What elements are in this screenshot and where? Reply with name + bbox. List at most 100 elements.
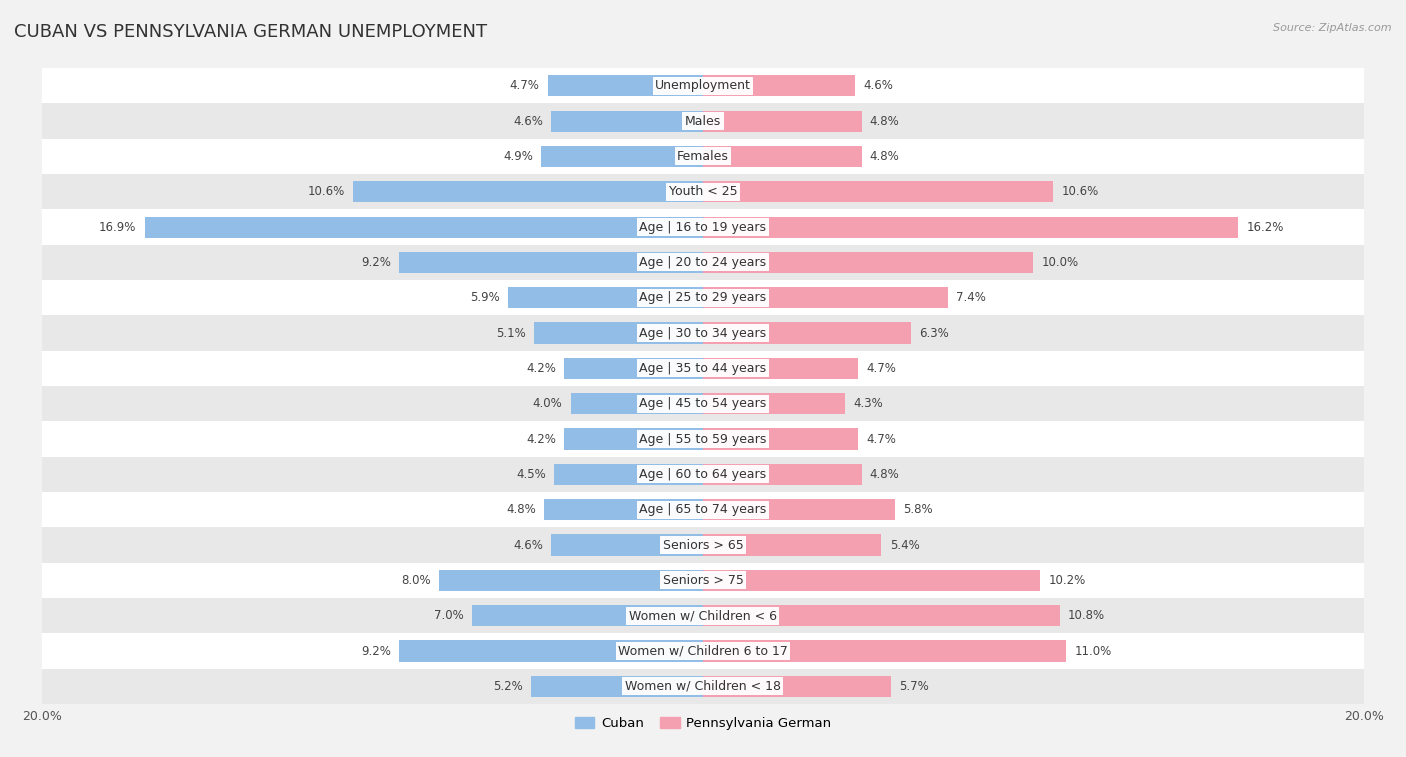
Text: 4.2%: 4.2% <box>526 362 555 375</box>
Bar <box>508 287 703 308</box>
Bar <box>42 210 1364 245</box>
Text: 10.2%: 10.2% <box>1049 574 1085 587</box>
Text: 4.7%: 4.7% <box>509 79 540 92</box>
Bar <box>399 252 703 273</box>
Text: 9.2%: 9.2% <box>361 256 391 269</box>
Bar <box>531 676 703 697</box>
Bar <box>42 104 1364 139</box>
Bar <box>42 528 1364 562</box>
Text: Age | 25 to 29 years: Age | 25 to 29 years <box>640 291 766 304</box>
Legend: Cuban, Pennsylvania German: Cuban, Pennsylvania German <box>569 712 837 736</box>
Text: 10.8%: 10.8% <box>1069 609 1105 622</box>
Bar <box>42 562 1364 598</box>
Text: Youth < 25: Youth < 25 <box>669 185 737 198</box>
Text: Source: ZipAtlas.com: Source: ZipAtlas.com <box>1274 23 1392 33</box>
Bar <box>703 322 911 344</box>
Bar <box>703 111 862 132</box>
Bar <box>544 499 703 520</box>
Text: Males: Males <box>685 114 721 128</box>
Bar <box>42 598 1364 634</box>
Text: 4.8%: 4.8% <box>870 468 900 481</box>
Text: 16.9%: 16.9% <box>98 220 136 234</box>
Bar <box>551 534 703 556</box>
Bar <box>703 393 845 414</box>
Text: 5.8%: 5.8% <box>903 503 932 516</box>
Text: Age | 45 to 54 years: Age | 45 to 54 years <box>640 397 766 410</box>
Text: 5.9%: 5.9% <box>470 291 499 304</box>
Text: 11.0%: 11.0% <box>1074 644 1112 658</box>
Bar <box>534 322 703 344</box>
Bar <box>42 139 1364 174</box>
Bar <box>564 428 703 450</box>
Bar <box>703 534 882 556</box>
Text: Unemployment: Unemployment <box>655 79 751 92</box>
Bar <box>548 75 703 96</box>
Bar <box>42 68 1364 104</box>
Bar <box>703 252 1033 273</box>
Text: Age | 30 to 34 years: Age | 30 to 34 years <box>640 326 766 340</box>
Bar <box>551 111 703 132</box>
Bar <box>703 464 862 485</box>
Bar <box>541 146 703 167</box>
Bar <box>554 464 703 485</box>
Bar <box>42 386 1364 422</box>
Bar <box>703 217 1239 238</box>
Bar <box>703 181 1053 202</box>
Text: 4.7%: 4.7% <box>866 362 897 375</box>
Bar <box>703 640 1066 662</box>
Text: CUBAN VS PENNSYLVANIA GERMAN UNEMPLOYMENT: CUBAN VS PENNSYLVANIA GERMAN UNEMPLOYMEN… <box>14 23 488 41</box>
Text: Women w/ Children < 18: Women w/ Children < 18 <box>626 680 780 693</box>
Text: 4.6%: 4.6% <box>513 114 543 128</box>
Bar <box>703 358 858 379</box>
Bar <box>564 358 703 379</box>
Text: 7.4%: 7.4% <box>956 291 986 304</box>
Bar <box>42 456 1364 492</box>
Text: Age | 60 to 64 years: Age | 60 to 64 years <box>640 468 766 481</box>
Bar <box>703 146 862 167</box>
Bar <box>571 393 703 414</box>
Text: 4.6%: 4.6% <box>513 538 543 552</box>
Text: 4.0%: 4.0% <box>533 397 562 410</box>
Text: 10.6%: 10.6% <box>1062 185 1098 198</box>
Text: 9.2%: 9.2% <box>361 644 391 658</box>
Text: 4.8%: 4.8% <box>506 503 536 516</box>
Bar <box>42 668 1364 704</box>
Bar <box>471 605 703 626</box>
Bar <box>42 316 1364 350</box>
Text: 8.0%: 8.0% <box>401 574 430 587</box>
Bar <box>145 217 703 238</box>
Bar <box>42 350 1364 386</box>
Bar <box>703 287 948 308</box>
Bar <box>42 280 1364 316</box>
Text: 5.4%: 5.4% <box>890 538 920 552</box>
Text: Women w/ Children < 6: Women w/ Children < 6 <box>628 609 778 622</box>
Text: 5.7%: 5.7% <box>900 680 929 693</box>
Text: 6.3%: 6.3% <box>920 326 949 340</box>
Text: 10.6%: 10.6% <box>308 185 344 198</box>
Text: 4.7%: 4.7% <box>866 432 897 446</box>
Text: 4.9%: 4.9% <box>503 150 533 163</box>
Bar <box>399 640 703 662</box>
Text: 7.0%: 7.0% <box>433 609 464 622</box>
Text: Age | 16 to 19 years: Age | 16 to 19 years <box>640 220 766 234</box>
Bar <box>353 181 703 202</box>
Bar <box>42 174 1364 210</box>
Bar <box>703 428 858 450</box>
Text: 4.2%: 4.2% <box>526 432 555 446</box>
Bar <box>42 245 1364 280</box>
Text: Age | 55 to 59 years: Age | 55 to 59 years <box>640 432 766 446</box>
Text: Women w/ Children 6 to 17: Women w/ Children 6 to 17 <box>619 644 787 658</box>
Text: 4.3%: 4.3% <box>853 397 883 410</box>
Bar <box>439 570 703 591</box>
Text: 4.6%: 4.6% <box>863 79 893 92</box>
Text: 4.8%: 4.8% <box>870 150 900 163</box>
Text: 5.2%: 5.2% <box>494 680 523 693</box>
Text: 10.0%: 10.0% <box>1042 256 1078 269</box>
Text: 16.2%: 16.2% <box>1247 220 1284 234</box>
Text: Seniors > 75: Seniors > 75 <box>662 574 744 587</box>
Text: Age | 35 to 44 years: Age | 35 to 44 years <box>640 362 766 375</box>
Text: 4.5%: 4.5% <box>516 468 546 481</box>
Text: Seniors > 65: Seniors > 65 <box>662 538 744 552</box>
Text: Age | 65 to 74 years: Age | 65 to 74 years <box>640 503 766 516</box>
Bar <box>42 634 1364 668</box>
